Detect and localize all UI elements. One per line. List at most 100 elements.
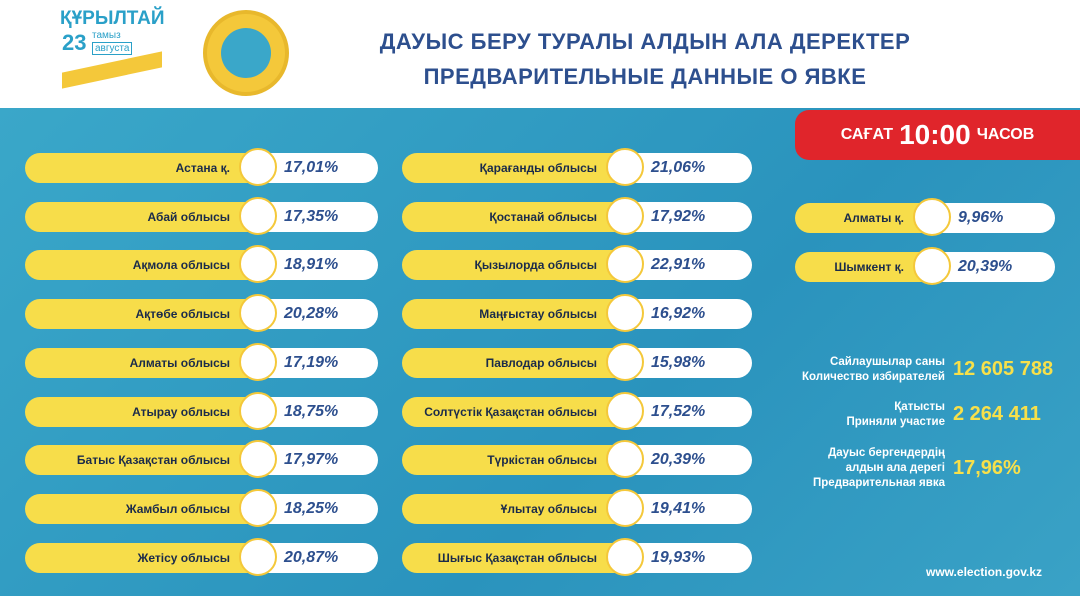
- region-logo: [239, 245, 277, 284]
- turnout-value: 18,75%: [258, 396, 378, 427]
- region-name: Жамбыл облысы: [25, 493, 258, 524]
- stat-label: Сайлаушылар саны: [829, 356, 945, 368]
- region-name: Атырау облысы: [25, 396, 258, 427]
- region-row: Қарағанды облысы 21,06%: [402, 148, 752, 186]
- region-row: Шығыс Қазақстан облысы 19,93%: [402, 537, 752, 576]
- subtitle: ПРЕДВАРИТЕЛЬНЫЕ ДАННЫЕ О ЯВКЕ: [423, 64, 867, 89]
- region-name: Қарағанды облысы: [402, 153, 625, 183]
- region-logo: [606, 245, 644, 284]
- logo-month: августа: [92, 42, 133, 55]
- region-logo: [606, 342, 644, 381]
- region-logo: [606, 537, 644, 576]
- region-logo: [913, 198, 951, 236]
- logo-title: ҚҰРЫЛТАЙ: [60, 8, 165, 29]
- footer-url: www.election.gov.kz: [926, 565, 1043, 579]
- region-name: Қостанай облысы: [402, 201, 625, 232]
- time-badge: САҒАТ 10:00 ЧАСОВ: [795, 110, 1080, 160]
- region-row: Астана қ. 17,01%: [25, 148, 378, 186]
- region-logo: [239, 294, 277, 333]
- logo-day: 23: [62, 30, 87, 55]
- region-row: Маңғыстау облысы 16,92%: [402, 294, 752, 333]
- region-logo: [606, 440, 644, 479]
- region-name: Ақтөбе облысы: [25, 299, 258, 330]
- turnout-value: 18,91%: [258, 250, 378, 281]
- region-row: Шымкент қ. 20,39%: [795, 246, 1055, 285]
- stat-label: Дауыс бергендердің: [828, 447, 945, 459]
- region-row: Ұлытау облысы 19,41%: [402, 488, 752, 527]
- turnout-value: 20,39%: [932, 251, 1055, 282]
- region-row: Абай облысы 17,35%: [25, 196, 378, 235]
- region-name: Қызылорда облысы: [402, 250, 625, 281]
- region-logo: [239, 148, 277, 186]
- region-logo: [606, 294, 644, 333]
- region-row: Түркістан облысы 20,39%: [402, 440, 752, 479]
- region-logo: [239, 488, 277, 527]
- region-logo: [606, 148, 644, 186]
- stat-label: алдын ала дерегі: [845, 462, 945, 474]
- region-row: Атырау облысы 18,75%: [25, 391, 378, 430]
- region-name: Шымкент қ.: [795, 251, 932, 282]
- region-row: Қостанай облысы 17,92%: [402, 196, 752, 235]
- turnout-value: 20,28%: [258, 299, 378, 330]
- turnout-value: 16,92%: [625, 299, 752, 330]
- region-row: Жетісу облысы 20,87%: [25, 537, 378, 576]
- region-name: Жетісу облысы: [25, 542, 258, 573]
- stat-value: 12 605 788: [953, 358, 1054, 380]
- region-name: Павлодар облысы: [402, 347, 625, 378]
- region-row: Жамбыл облысы 18,25%: [25, 488, 378, 527]
- region-logo: [239, 440, 277, 479]
- region-name: Алматы қ.: [795, 203, 932, 233]
- region-row: Қызылорда облысы 22,91%: [402, 245, 752, 284]
- stat-label: Приняли участие: [846, 416, 945, 428]
- region-row: Алматы облысы 17,19%: [25, 342, 378, 381]
- region-row: Батыс Қазақстан облысы 17,97%: [25, 440, 378, 479]
- region-logo: [606, 488, 644, 527]
- stat-label: Количество избирателей: [802, 371, 945, 383]
- turnout-value: 20,87%: [258, 542, 378, 573]
- region-logo: [239, 391, 277, 430]
- turnout-value: 18,25%: [258, 493, 378, 524]
- region-name: Абай облысы: [25, 201, 258, 232]
- region-logo: [239, 342, 277, 381]
- region-logo: [913, 246, 951, 285]
- region-row: Ақмола облысы 18,91%: [25, 245, 378, 284]
- turnout-value: 22,91%: [625, 250, 752, 281]
- time: 10:00: [899, 119, 971, 150]
- turnout-value: 21,06%: [625, 153, 752, 183]
- region-name: Астана қ.: [25, 153, 258, 183]
- stat-value: 2 264 411: [953, 403, 1041, 425]
- logo-month: тамыз: [92, 30, 121, 41]
- turnout-value: 17,92%: [625, 201, 752, 232]
- region-name: Солтүстік Қазақстан облысы: [402, 396, 625, 427]
- region-name: Батыс Қазақстан облысы: [25, 445, 258, 476]
- region-logo: [606, 196, 644, 235]
- region-logo: [606, 391, 644, 430]
- turnout-value: 20,39%: [625, 445, 752, 476]
- stat-label: Қатысты: [894, 401, 945, 413]
- stat-value: 17,96%: [953, 456, 1021, 479]
- turnout-value: 17,97%: [258, 445, 378, 476]
- region-row: Ақтөбе облысы 20,28%: [25, 294, 378, 333]
- turnout-value: 17,52%: [625, 396, 752, 427]
- turnout-value: 19,41%: [625, 493, 752, 524]
- turnout-value: 17,01%: [258, 153, 378, 183]
- time-label: САҒАТ: [840, 126, 894, 143]
- region-name: Шығыс Қазақстан облысы: [402, 542, 625, 573]
- region-name: Ұлытау облысы: [402, 493, 625, 524]
- region-name: Алматы облысы: [25, 347, 258, 378]
- turnout-value: 17,19%: [258, 347, 378, 378]
- region-row: Алматы қ. 9,96%: [795, 198, 1055, 236]
- stat-label: Предварительная явка: [813, 477, 945, 489]
- region-name: Ақмола облысы: [25, 250, 258, 281]
- turnout-value: 15,98%: [625, 347, 752, 378]
- title: ДАУЫС БЕРУ ТУРАЛЫ АЛДЫН АЛА ДЕРЕКТЕР: [379, 29, 911, 54]
- turnout-value: 17,35%: [258, 201, 378, 232]
- region-logo: [239, 537, 277, 576]
- emblem: [203, 10, 289, 96]
- region-name: Маңғыстау облысы: [402, 299, 625, 330]
- region-name: Түркістан облысы: [402, 445, 625, 476]
- turnout-value: 9,96%: [932, 203, 1055, 233]
- region-row: Павлодар облысы 15,98%: [402, 342, 752, 381]
- time-label: ЧАСОВ: [976, 126, 1035, 143]
